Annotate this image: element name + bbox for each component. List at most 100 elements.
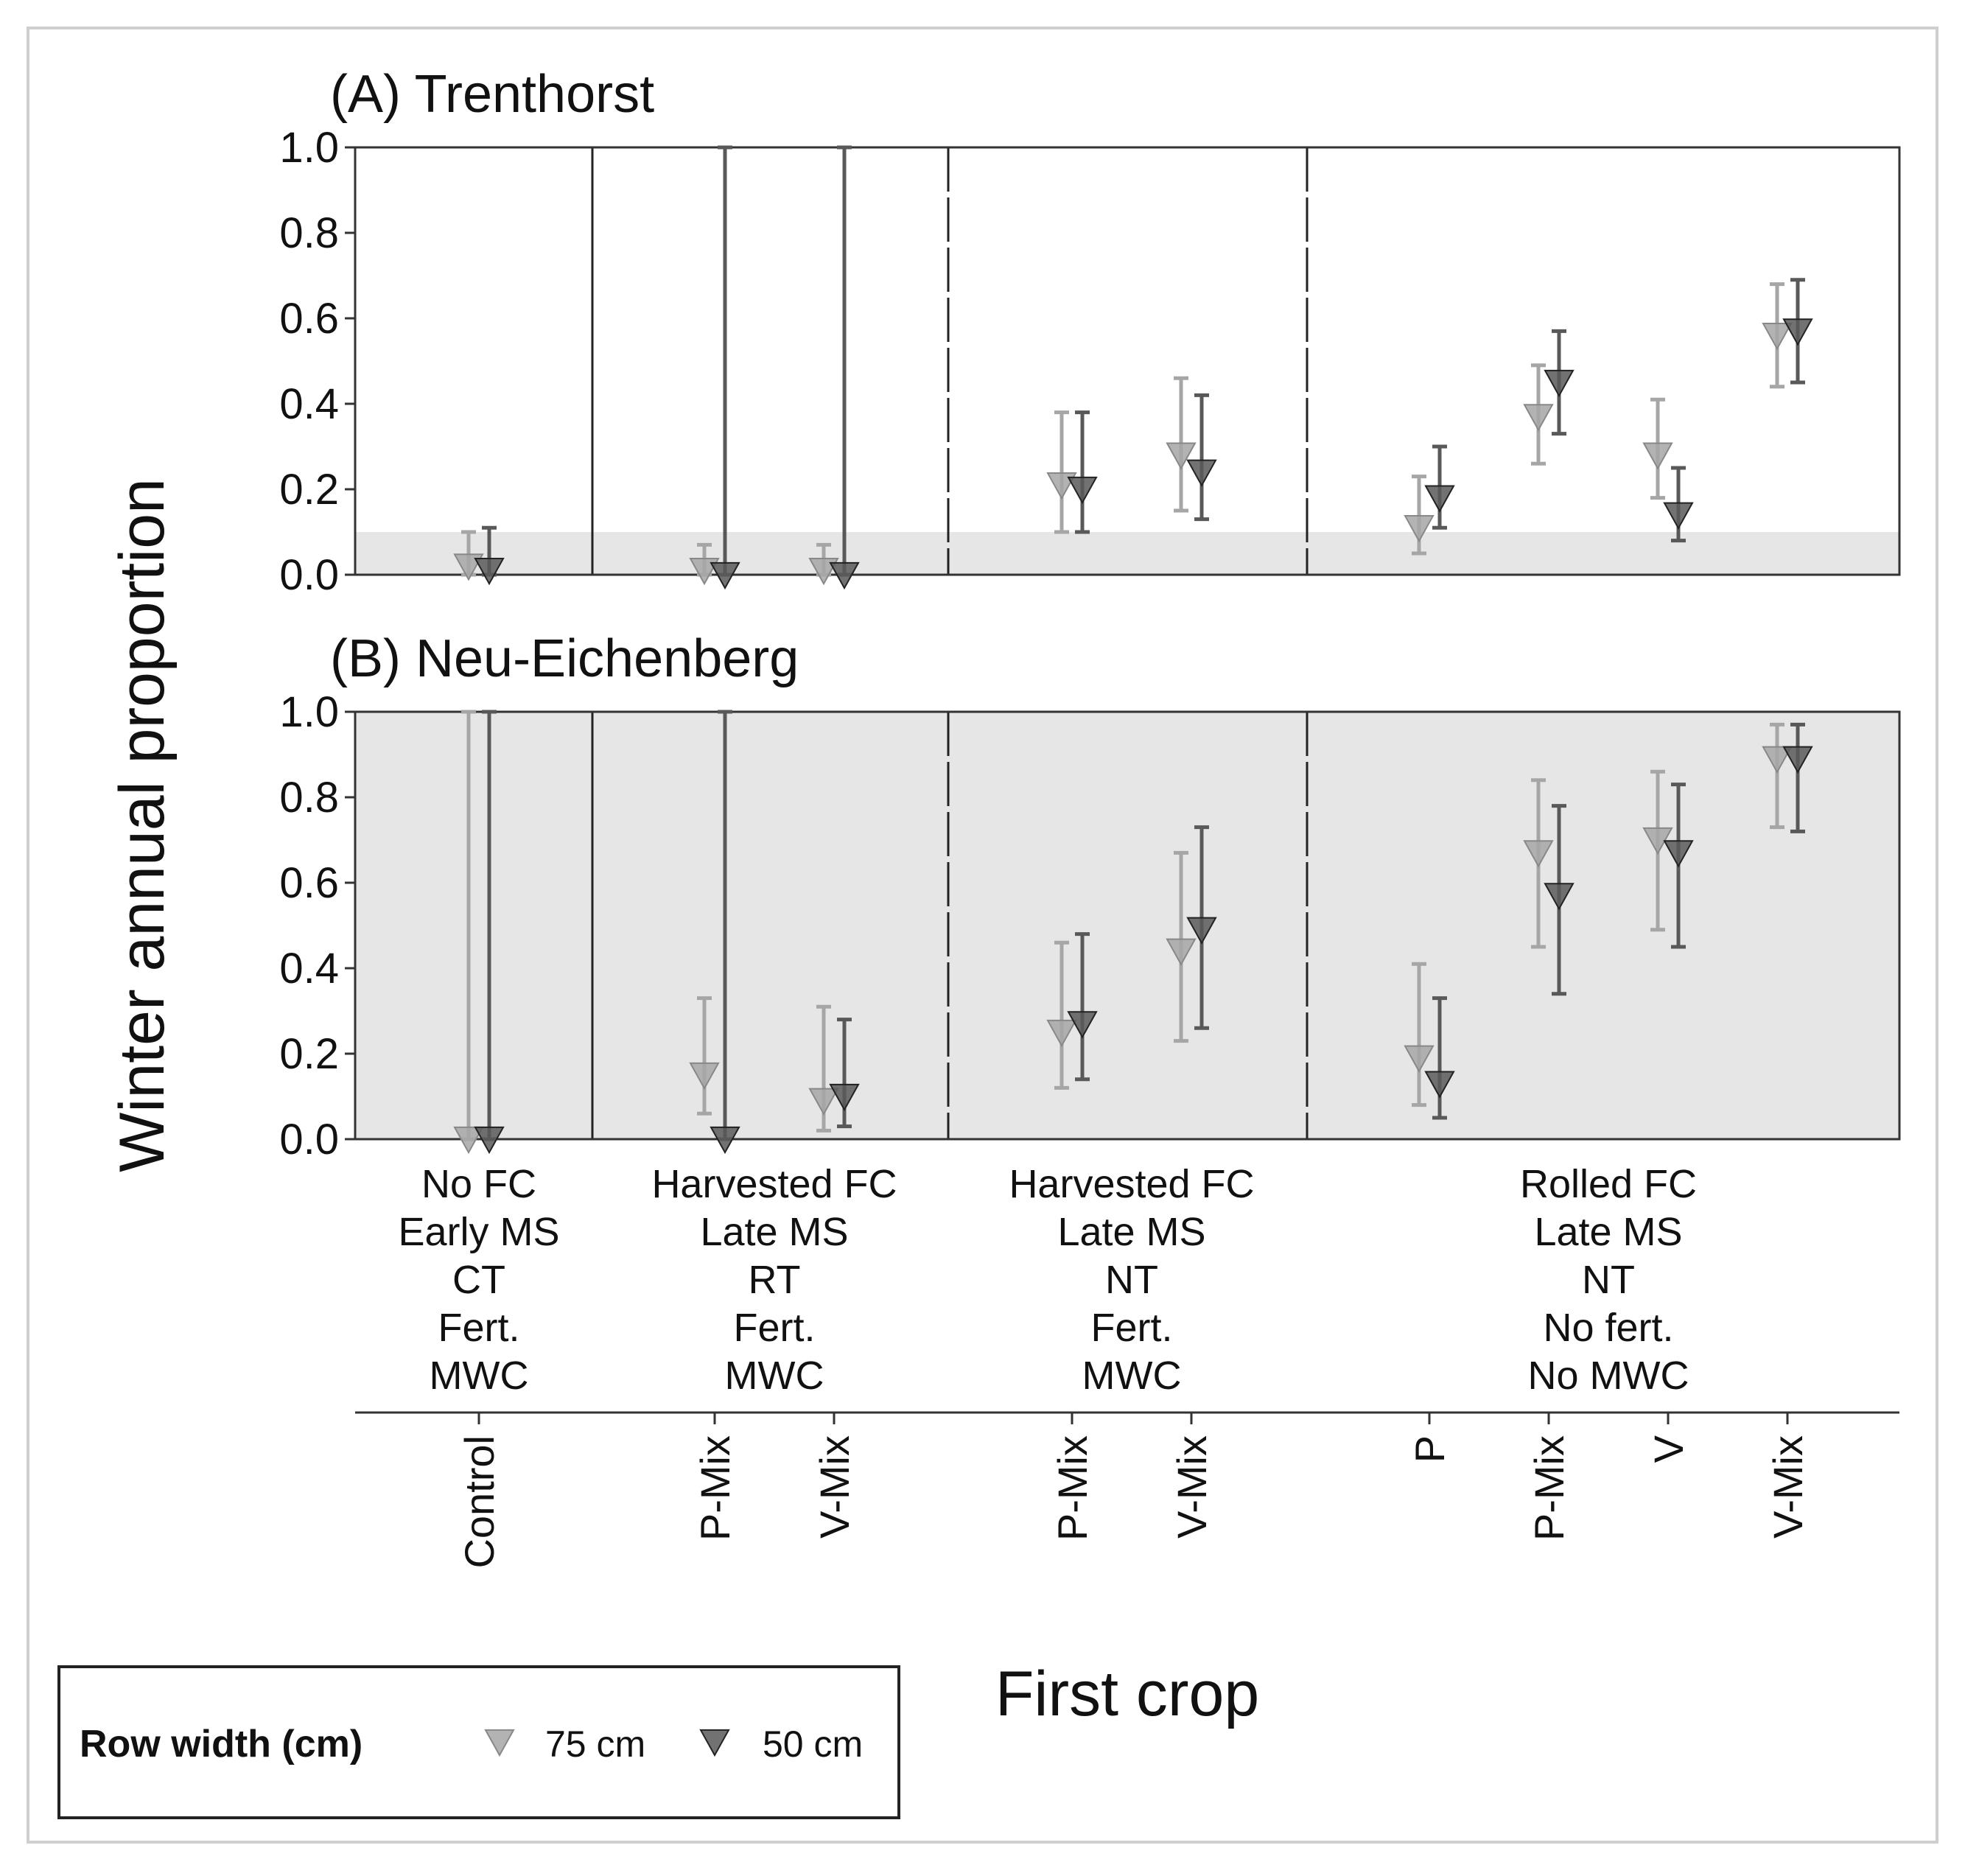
y-tick-label: 0.4 <box>279 945 339 993</box>
point-50-cm <box>1663 502 1694 530</box>
point-50-cm <box>829 1083 860 1112</box>
point-75-cm <box>1404 515 1435 543</box>
point-75-cm <box>1166 442 1197 470</box>
point-75-cm <box>1523 840 1554 868</box>
point-75-cm <box>453 1126 484 1155</box>
group-label-line: NT <box>1105 1258 1158 1302</box>
error-bar <box>1412 962 1426 1107</box>
error-bar <box>1054 410 1069 534</box>
point-50-cm <box>829 561 860 590</box>
y-tick-label: 1.0 <box>279 124 339 172</box>
point-50-cm <box>710 561 740 590</box>
group-label-line: Early MS <box>398 1210 559 1254</box>
point-50-cm <box>1424 1071 1455 1099</box>
group-label-line: Rolled FC <box>1520 1162 1697 1206</box>
group-label-line: Harvested FC <box>651 1162 897 1206</box>
error-bar <box>1075 410 1090 534</box>
group-label-line: MWC <box>1082 1354 1182 1398</box>
error-bar <box>1790 722 1805 833</box>
y-tick-label: 0.2 <box>279 466 339 514</box>
point-75-cm <box>1762 746 1793 774</box>
error-bar <box>1194 393 1209 522</box>
legend-box <box>57 1665 900 1819</box>
x-axis-title: First crop <box>995 1659 1259 1729</box>
error-bar <box>697 996 712 1116</box>
point-75-cm <box>1523 404 1554 432</box>
group-label-line: Late MS <box>1534 1210 1682 1254</box>
panels: 0.00.20.40.60.81.0(A) Trenthorst0.00.20.… <box>279 65 1901 1163</box>
point-50-cm <box>1186 459 1217 487</box>
point-50-cm <box>1186 917 1217 945</box>
x-tick-label: V-Mix <box>811 1435 858 1539</box>
group-label-line: MWC <box>725 1354 824 1398</box>
point-50-cm <box>710 1126 740 1155</box>
legend-marker-50-cm <box>699 1729 730 1757</box>
plot-background <box>355 147 1899 575</box>
point-75-cm <box>1762 323 1793 351</box>
error-bar <box>1770 722 1784 830</box>
group-label-line: Harvested FC <box>1009 1162 1254 1206</box>
y-tick-label: 0.2 <box>279 1030 339 1078</box>
point-50-cm <box>1067 1011 1098 1039</box>
point-75-cm <box>689 1062 720 1091</box>
panel-a: 0.0 0.2 0.4 0.6 0.8 1.0(A) Trenthorst <box>279 65 1901 599</box>
point-75-cm <box>1046 1019 1077 1048</box>
group-label-line: Late MS <box>1057 1210 1205 1254</box>
x-tick-label: V-Mix <box>1765 1435 1811 1539</box>
plot-border <box>354 146 1901 576</box>
legend-marker-75-cm <box>484 1729 515 1757</box>
legend: Row width (cm) 75 cm 50 cm <box>57 1665 900 1819</box>
x-tick-label: P-Mix <box>1526 1435 1572 1541</box>
x-tick-label: P-Mix <box>1049 1435 1096 1541</box>
y-tick-label: 0.8 <box>279 209 339 257</box>
point-75-cm <box>1642 442 1673 470</box>
group-label-line: Fert. <box>1090 1306 1172 1350</box>
legend-label: 75 cm <box>545 1723 645 1765</box>
y-tick-label: 0.4 <box>279 380 339 428</box>
plot-border <box>354 710 1901 1141</box>
point-50-cm <box>1424 485 1455 513</box>
group-label-line: Late MS <box>700 1210 848 1254</box>
figure-frame <box>27 27 1938 1844</box>
legend-title: Row width (cm) <box>80 1723 362 1765</box>
error-bar <box>1054 940 1069 1090</box>
group-label-line: NT <box>1582 1258 1635 1302</box>
y-tick-label: 0.6 <box>279 295 339 343</box>
y-tick-label: 0.0 <box>279 1116 339 1163</box>
group-label-line: Fert. <box>733 1306 815 1350</box>
y-tick-label: 0.6 <box>279 859 339 907</box>
y-axis-title: Winter annual proportion <box>107 478 178 1172</box>
x-tick-label: Control <box>456 1435 502 1569</box>
legend-label: 50 cm <box>763 1723 863 1765</box>
shaded-band <box>355 712 1899 1139</box>
x-tick-label: P <box>1407 1435 1453 1463</box>
point-50-cm <box>1782 318 1813 346</box>
panel-title: (B) Neu-Eichenberg <box>330 629 799 688</box>
point-75-cm <box>1166 938 1197 966</box>
point-50-cm <box>1067 476 1098 505</box>
point-50-cm <box>1544 369 1575 398</box>
point-50-cm <box>1782 746 1813 774</box>
group-label-line: RT <box>748 1258 800 1302</box>
group-label-line: No MWC <box>1528 1354 1689 1398</box>
x-tick-label: V <box>1645 1435 1692 1463</box>
group-label-line: CT <box>452 1258 505 1302</box>
group-label-line: Fert. <box>438 1306 519 1350</box>
point-50-cm <box>1544 883 1575 911</box>
x-tick-label: P-Mix <box>692 1435 738 1541</box>
point-50-cm <box>474 1126 505 1155</box>
group-label-line: No FC <box>421 1162 536 1206</box>
group-label-line: MWC <box>430 1354 529 1398</box>
x-tick-label: V-Mix <box>1169 1435 1215 1539</box>
shaded-band <box>355 532 1899 575</box>
point-75-cm <box>1404 1045 1435 1073</box>
y-tick-label: 1.0 <box>279 688 339 736</box>
point-50-cm <box>1663 840 1694 868</box>
panel-b: 0.0 0.2 0.4 0.6 0.8 1.0(B) Neu-Eichenberg <box>279 629 1901 1163</box>
point-75-cm <box>808 1088 839 1116</box>
y-tick-label: 0.8 <box>279 774 339 822</box>
y-tick-label: 0.0 <box>279 551 339 599</box>
